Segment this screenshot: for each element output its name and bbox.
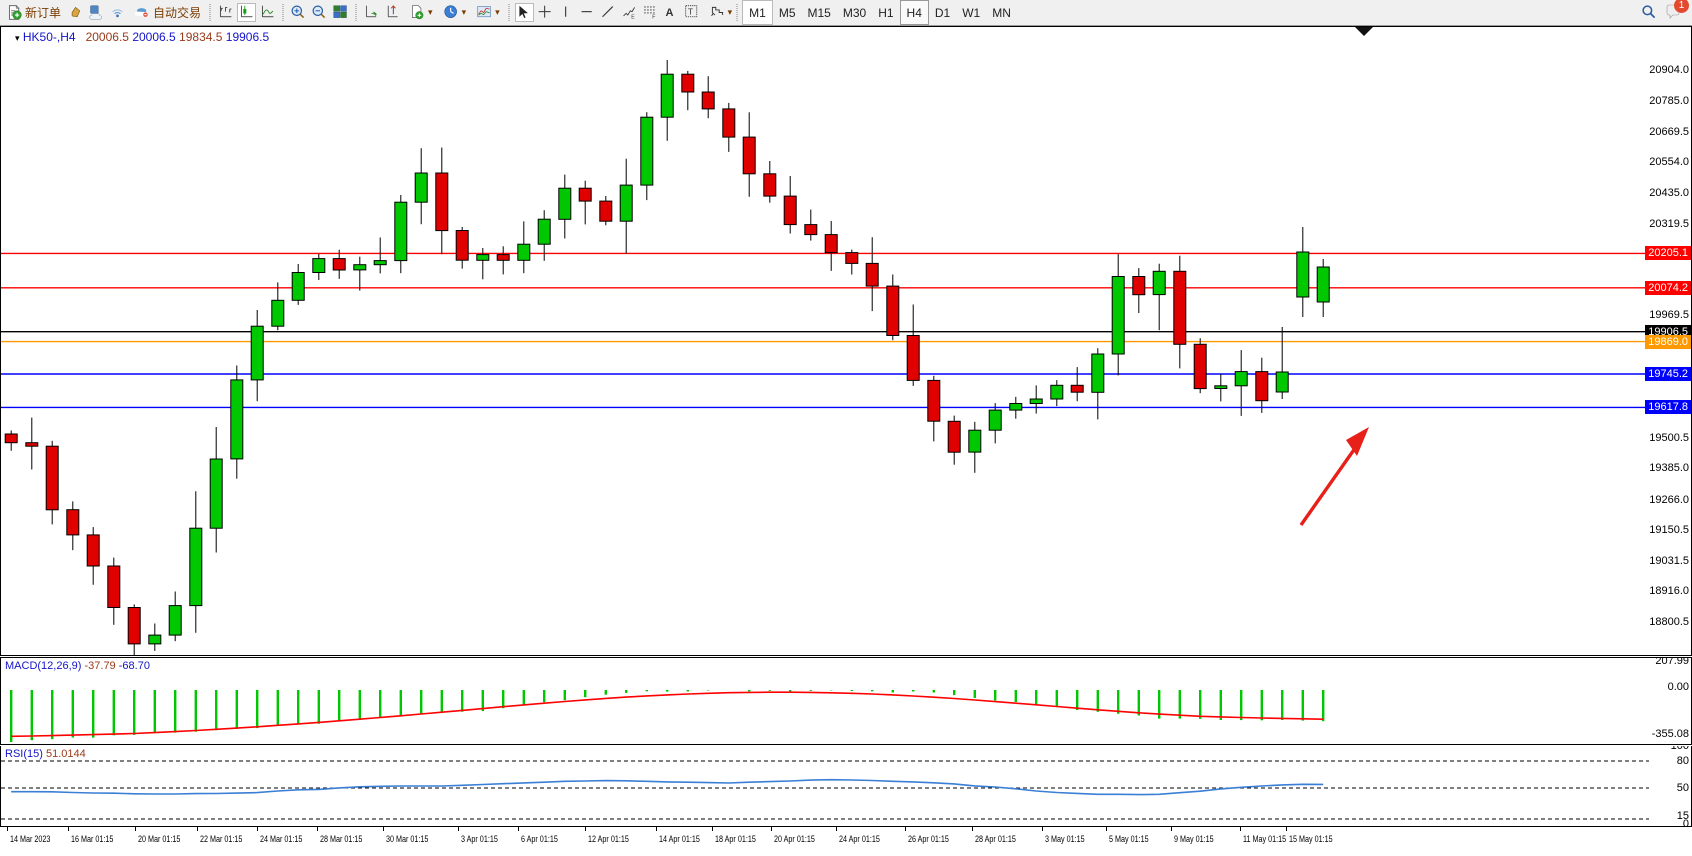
svg-text:F: F [652, 14, 655, 20]
svg-text:E: E [631, 14, 635, 20]
svg-text:T: T [687, 7, 692, 17]
svg-text:A: A [665, 7, 673, 19]
